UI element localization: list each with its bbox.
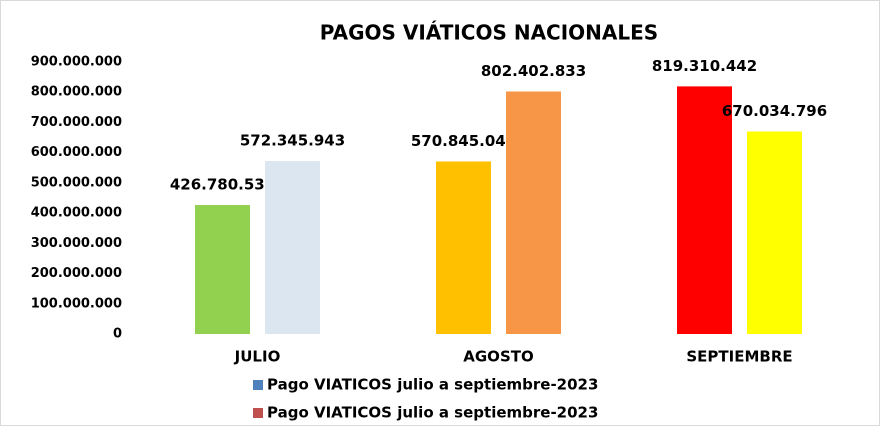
data-label: 819.310.442 [652, 57, 757, 75]
y-tick-label: 700.000.000 [31, 115, 122, 130]
y-tick-label: 500.000.000 [31, 175, 122, 190]
y-tick-label: 300.000.000 [31, 236, 122, 251]
y-tick-label: 200.000.000 [31, 266, 122, 281]
y-tick-label: 800.000.000 [31, 85, 122, 100]
bar [677, 86, 732, 335]
data-label: 572.345.943 [240, 132, 345, 150]
legend-label: Pago VIATICOS julio a septiembre-2023 [267, 404, 598, 422]
x-tick-label: SEPTIEMBRE [686, 348, 792, 366]
legend-swatch [253, 380, 263, 390]
data-label: 426.780.531 [170, 176, 275, 194]
x-tick-label: JULIO [234, 348, 281, 366]
y-tick-label: 100.000.000 [31, 296, 122, 311]
legend-swatch [253, 408, 263, 418]
y-tick-label: 400.000.000 [31, 206, 122, 221]
y-tick-label: 900.000.000 [31, 55, 122, 70]
bar [506, 91, 561, 334]
data-label: 802.402.833 [481, 62, 586, 80]
bar [747, 131, 802, 334]
x-tick-label: AGOSTO [463, 348, 533, 366]
bar [436, 161, 491, 334]
bar [195, 205, 250, 334]
data-label: 670.034.796 [722, 102, 827, 120]
chart-title: PAGOS VIÁTICOS NACIONALES [320, 21, 658, 45]
data-label: 570.845.046 [411, 132, 516, 150]
legend-label: Pago VIATICOS julio a septiembre-2023 [267, 376, 598, 394]
bar [265, 161, 320, 334]
y-tick-label: 0 [113, 327, 122, 342]
y-tick-label: 600.000.000 [31, 145, 122, 160]
